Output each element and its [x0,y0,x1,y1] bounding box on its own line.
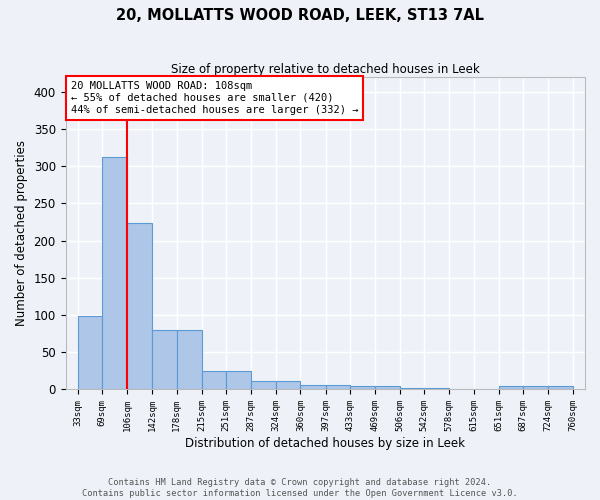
Bar [251,380,276,390]
Bar [350,386,374,390]
Text: 20, MOLLATTS WOOD ROAD, LEEK, ST13 7AL: 20, MOLLATTS WOOD ROAD, LEEK, ST13 7AL [116,8,484,22]
Y-axis label: Number of detached properties: Number of detached properties [15,140,28,326]
Bar [449,388,474,390]
Bar [276,380,301,390]
Bar [226,371,251,390]
Title: Size of property relative to detached houses in Leek: Size of property relative to detached ho… [171,62,479,76]
Bar [326,385,350,390]
Bar [374,386,400,390]
X-axis label: Distribution of detached houses by size in Leek: Distribution of detached houses by size … [185,437,465,450]
Bar [102,157,127,390]
Bar [548,386,573,390]
Bar [301,385,326,390]
Bar [400,388,424,390]
Text: 20 MOLLATTS WOOD ROAD: 108sqm
← 55% of detached houses are smaller (420)
44% of : 20 MOLLATTS WOOD ROAD: 108sqm ← 55% of d… [71,82,358,114]
Bar [202,371,226,390]
Bar [78,316,102,390]
Bar [474,388,499,390]
Text: Contains HM Land Registry data © Crown copyright and database right 2024.
Contai: Contains HM Land Registry data © Crown c… [82,478,518,498]
Bar [152,330,176,390]
Bar [499,386,523,390]
Bar [424,388,449,390]
Bar [127,222,152,390]
Bar [523,386,548,390]
Bar [176,330,202,390]
